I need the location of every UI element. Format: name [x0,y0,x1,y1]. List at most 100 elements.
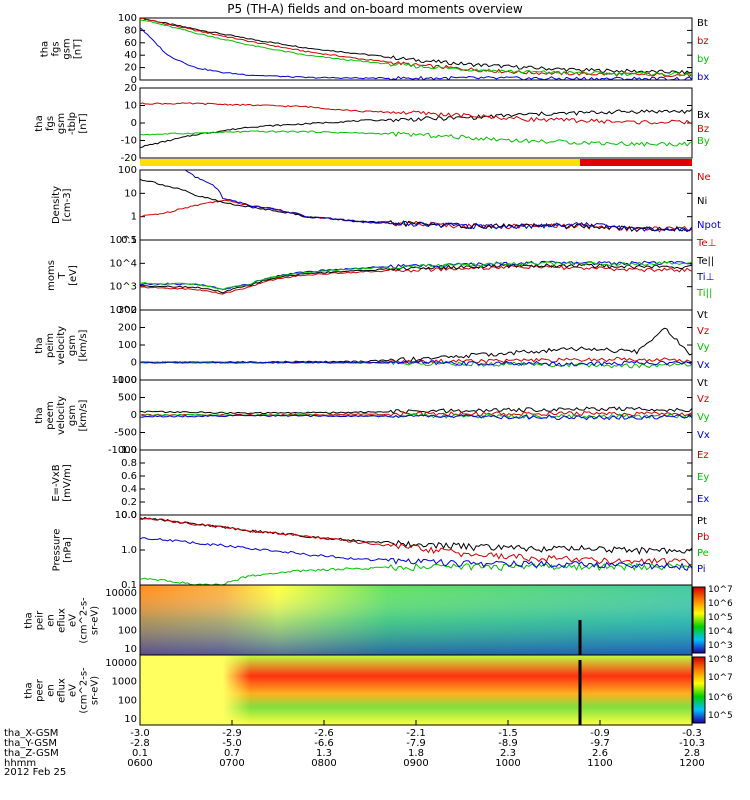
legend-item: By [697,136,710,147]
series-By-line [139,130,693,147]
x-row-label: hhmm [4,758,37,769]
series-Pe-line [139,562,693,586]
y-tick-label: 1000 [112,677,137,688]
series-Ti||-line [139,261,693,291]
colorbar [692,656,706,724]
y-tick-label: 10^2 [110,305,137,316]
series-Ni-line [139,178,693,233]
legend-item: Bx [697,110,710,121]
x-tick-value: -2.9 [222,728,242,739]
legend-item: Ti|| [697,288,713,299]
legend-item: Ez [697,450,709,461]
spectrogram-overlay [140,585,692,655]
y-tick-label: 0.0 [121,510,137,521]
series-Vt-line [139,406,693,415]
ylabel-panel-8: Pressure [nPa] [50,528,73,572]
x-row-label: tha_Z-GSM [4,748,59,759]
colorbar-tick: 10^6 [708,693,733,703]
y-tick-label: -100 [114,375,137,386]
x-tick-value: -2.1 [406,728,426,739]
series-Pi-line [139,537,693,571]
ylabel-panel-4: moms T [eV] [45,259,79,291]
legend-item: by [697,54,710,65]
y-tick-label: 10^3 [110,282,137,293]
y-tick-label: 60 [124,38,137,49]
series-Bz-line [139,102,693,125]
x-tick-value: -2.8 [130,738,150,749]
y-tick-label: 200 [118,323,137,334]
x-tick-value: 2.6 [592,748,608,759]
y-tick-label: 0.8 [121,458,137,469]
y-tick-label: -1000 [108,445,137,456]
ylabel-spec-electron: tha peer en eflux eV (cm^2-s- sr-eV) [23,666,101,714]
x-tick-value: 2.3 [500,748,516,759]
y-tick-label: 10 [124,644,137,655]
y-tick-label: 300 [118,305,137,316]
legend-item: Ex [697,494,710,505]
x-tick-value: -10.3 [679,738,705,749]
legend-item: Bt [697,18,708,29]
series-bx-line [139,27,693,81]
y-tick-label: 0.1 [121,235,137,246]
x-tick-value: -1.5 [498,728,518,739]
y-tick-label: 1.0 [121,445,137,456]
x-tick-value: -6.6 [314,738,334,749]
footer-date: 2012 Feb 25 [4,767,67,778]
legend-item: Pe [697,548,709,559]
colorbar-tick: 10^5 [708,711,733,721]
legend-item: Pb [697,532,710,543]
legend-item: Bz [697,124,710,135]
x-tick-value: 1100 [587,758,613,769]
y-tick-label: 1.0 [121,545,137,556]
y-tick-label: 10000 [105,588,137,599]
x-tick-value: -8.9 [498,738,518,749]
x-tick-value: -0.9 [590,728,610,739]
y-tick-label: 40 [124,50,137,61]
x-tick-value: 1.8 [408,748,424,759]
panel-frame [139,87,693,159]
y-tick-label: 100 [118,165,137,176]
series-Bx-line [139,109,693,149]
y-tick-label: 100 [118,625,137,636]
legend-item: Pt [697,516,707,527]
series-Pb-line [139,516,693,566]
y-tick-label: 500 [118,393,137,404]
legend-item: Vx [697,360,710,371]
legend-item: Te|| [697,256,715,267]
colorbar [692,586,706,654]
colorbar-tick: 10^8 [708,655,733,665]
panel-frame [139,309,693,381]
y-tick-label: -10 [121,136,137,147]
y-tick-label: 80 [124,25,137,36]
status-bar [140,159,692,166]
y-tick-label: 0.2 [121,497,137,508]
colorbar-tick: 10^4 [708,627,733,637]
x-row-label: tha_X-GSM [4,728,59,739]
x-tick-value: 0700 [219,758,245,769]
legend-item: Npot [697,220,721,231]
panel-frame [139,17,693,81]
y-tick-label: 0.6 [121,471,137,482]
colorbar-tick: 10^6 [708,599,733,609]
y-tick-label: 10^5 [110,235,137,246]
spectrogram-overlay [140,655,692,725]
legend-item: Te⊥ [697,238,717,249]
y-tick-label: 10.0 [115,510,137,521]
legend-item: Pi [697,564,706,575]
colorbar-tick: 10^7 [708,673,733,683]
y-tick-label: 20 [124,83,137,94]
x-tick-value: 2.8 [684,748,700,759]
x-tick-value: 1000 [495,758,521,769]
series-Bt-line [139,17,693,75]
legend-item: Vx [697,430,710,441]
ylabel-panel-6: tha peem velocity gsm [km/s] [34,395,90,435]
y-tick-label: 1000 [112,375,137,386]
x-tick-value: 1200 [679,758,705,769]
x-row-label: tha_Y-GSM [4,738,58,749]
series-by-line [139,19,693,77]
ylabel-spec-ion: tha peir en eflux eV (cm^2-s- sr-eV) [23,596,101,644]
x-tick-value: -9.7 [590,738,610,749]
series-Te⊥-line [139,264,693,295]
